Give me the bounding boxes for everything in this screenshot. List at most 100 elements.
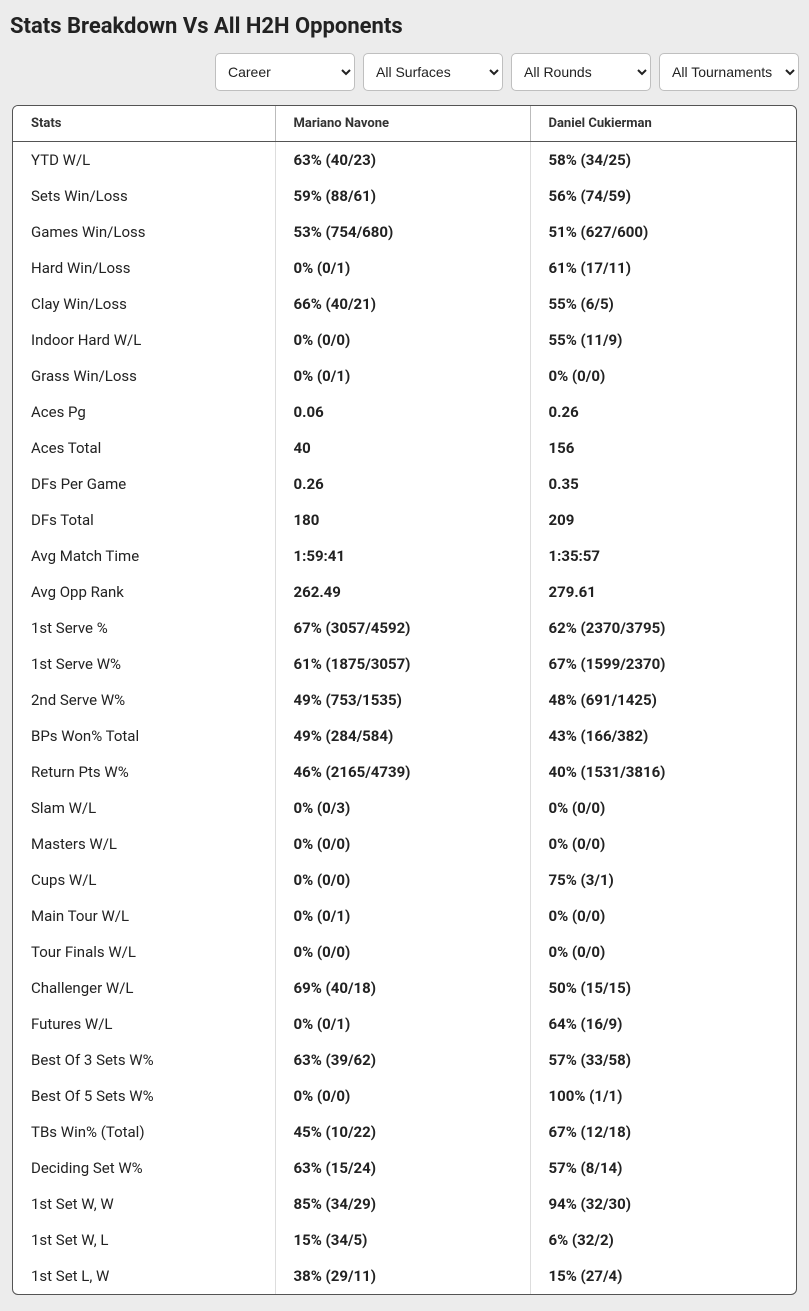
stat-value-player1: 262.49 [275,574,530,610]
stat-value-player2: 75% (3/1) [530,862,796,898]
stat-label: Avg Opp Rank [13,574,275,610]
stat-value-player2: 279.61 [530,574,796,610]
stat-value-player2: 55% (11/9) [530,322,796,358]
stat-label: BPs Won% Total [13,718,275,754]
stat-value-player2: 0.35 [530,466,796,502]
stat-value-player2: 57% (33/58) [530,1042,796,1078]
stat-value-player2: 67% (1599/2370) [530,646,796,682]
table-row: Tour Finals W/L0% (0/0)0% (0/0) [13,934,796,970]
stat-value-player1: 46% (2165/4739) [275,754,530,790]
stat-label: Tour Finals W/L [13,934,275,970]
table-row: DFs Per Game0.260.35 [13,466,796,502]
stat-label: Best Of 3 Sets W% [13,1042,275,1078]
stat-value-player1: 0% (0/3) [275,790,530,826]
stat-value-player2: 0% (0/0) [530,898,796,934]
table-row: 1st Serve W%61% (1875/3057)67% (1599/237… [13,646,796,682]
stat-value-player2: 156 [530,430,796,466]
stat-label: Best Of 5 Sets W% [13,1078,275,1114]
stat-label: Clay Win/Loss [13,286,275,322]
table-row: 1st Serve %67% (3057/4592)62% (2370/3795… [13,610,796,646]
stat-label: Cups W/L [13,862,275,898]
table-row: Games Win/Loss53% (754/680)51% (627/600) [13,214,796,250]
stat-value-player1: 0% (0/0) [275,826,530,862]
table-row: Challenger W/L69% (40/18)50% (15/15) [13,970,796,1006]
stat-label: Main Tour W/L [13,898,275,934]
stat-value-player2: 0% (0/0) [530,790,796,826]
stat-value-player2: 50% (15/15) [530,970,796,1006]
stat-label: DFs Total [13,502,275,538]
stat-value-player2: 55% (6/5) [530,286,796,322]
table-row: Avg Match Time1:59:411:35:57 [13,538,796,574]
table-row: Hard Win/Loss0% (0/1)61% (17/11) [13,250,796,286]
stat-value-player2: 48% (691/1425) [530,682,796,718]
table-row: Sets Win/Loss59% (88/61)56% (74/59) [13,178,796,214]
career-select[interactable]: Career [215,53,355,91]
stat-label: Return Pts W% [13,754,275,790]
stat-value-player1: 0% (0/1) [275,898,530,934]
stat-value-player2: 61% (17/11) [530,250,796,286]
stat-value-player1: 0.06 [275,394,530,430]
stat-label: Slam W/L [13,790,275,826]
stat-value-player2: 51% (627/600) [530,214,796,250]
stat-value-player1: 45% (10/22) [275,1114,530,1150]
stat-value-player2: 1:35:57 [530,538,796,574]
stat-label: 1st Set W, W [13,1186,275,1222]
stat-value-player1: 67% (3057/4592) [275,610,530,646]
stat-label: 1st Serve W% [13,646,275,682]
stat-value-player2: 100% (1/1) [530,1078,796,1114]
stat-value-player1: 0% (0/0) [275,934,530,970]
table-row: Cups W/L0% (0/0)75% (3/1) [13,862,796,898]
header-player1: Mariano Navone [275,106,530,142]
stat-value-player2: 0% (0/0) [530,934,796,970]
stat-value-player2: 58% (34/25) [530,142,796,179]
stat-label: Aces Total [13,430,275,466]
page-title: Stats Breakdown Vs All H2H Opponents [10,14,801,39]
stat-value-player2: 209 [530,502,796,538]
stat-value-player2: 0% (0/0) [530,826,796,862]
stat-value-player1: 0% (0/1) [275,1006,530,1042]
table-row: Aces Total40156 [13,430,796,466]
table-row: Masters W/L0% (0/0)0% (0/0) [13,826,796,862]
table-row: DFs Total180209 [13,502,796,538]
stat-value-player1: 0% (0/0) [275,862,530,898]
stat-value-player1: 0% (0/0) [275,1078,530,1114]
stat-value-player1: 61% (1875/3057) [275,646,530,682]
surfaces-select[interactable]: All Surfaces [363,53,503,91]
stat-label: Challenger W/L [13,970,275,1006]
stat-value-player1: 0% (0/1) [275,358,530,394]
table-row: Deciding Set W%63% (15/24)57% (8/14) [13,1150,796,1186]
stat-label: Grass Win/Loss [13,358,275,394]
stats-table-container: Stats Mariano Navone Daniel Cukierman YT… [12,105,797,1295]
stat-value-player1: 0.26 [275,466,530,502]
stat-value-player1: 85% (34/29) [275,1186,530,1222]
table-row: Slam W/L0% (0/3)0% (0/0) [13,790,796,826]
stat-value-player2: 6% (32/2) [530,1222,796,1258]
table-row: Grass Win/Loss0% (0/1)0% (0/0) [13,358,796,394]
table-row: Clay Win/Loss66% (40/21)55% (6/5) [13,286,796,322]
stat-value-player2: 67% (12/18) [530,1114,796,1150]
table-row: Avg Opp Rank262.49279.61 [13,574,796,610]
stat-label: Sets Win/Loss [13,178,275,214]
tournaments-select[interactable]: All Tournaments [659,53,799,91]
filter-bar: Career All Surfaces All Rounds All Tourn… [8,53,801,91]
table-row: Return Pts W%46% (2165/4739)40% (1531/38… [13,754,796,790]
stat-label: DFs Per Game [13,466,275,502]
stat-value-player2: 0% (0/0) [530,358,796,394]
table-row: 2nd Serve W%49% (753/1535)48% (691/1425) [13,682,796,718]
stat-label: Avg Match Time [13,538,275,574]
stat-label: YTD W/L [13,142,275,179]
stat-value-player1: 49% (753/1535) [275,682,530,718]
table-row: Futures W/L0% (0/1)64% (16/9) [13,1006,796,1042]
table-row: Best Of 5 Sets W%0% (0/0)100% (1/1) [13,1078,796,1114]
stat-value-player1: 0% (0/0) [275,322,530,358]
rounds-select[interactable]: All Rounds [511,53,651,91]
table-row: TBs Win% (Total)45% (10/22)67% (12/18) [13,1114,796,1150]
stat-value-player2: 94% (32/30) [530,1186,796,1222]
table-row: 1st Set W, L15% (34/5)6% (32/2) [13,1222,796,1258]
stat-value-player1: 69% (40/18) [275,970,530,1006]
stat-label: Hard Win/Loss [13,250,275,286]
stat-value-player1: 63% (40/23) [275,142,530,179]
stat-value-player1: 15% (34/5) [275,1222,530,1258]
stat-value-player2: 15% (27/4) [530,1258,796,1294]
header-player2: Daniel Cukierman [530,106,796,142]
